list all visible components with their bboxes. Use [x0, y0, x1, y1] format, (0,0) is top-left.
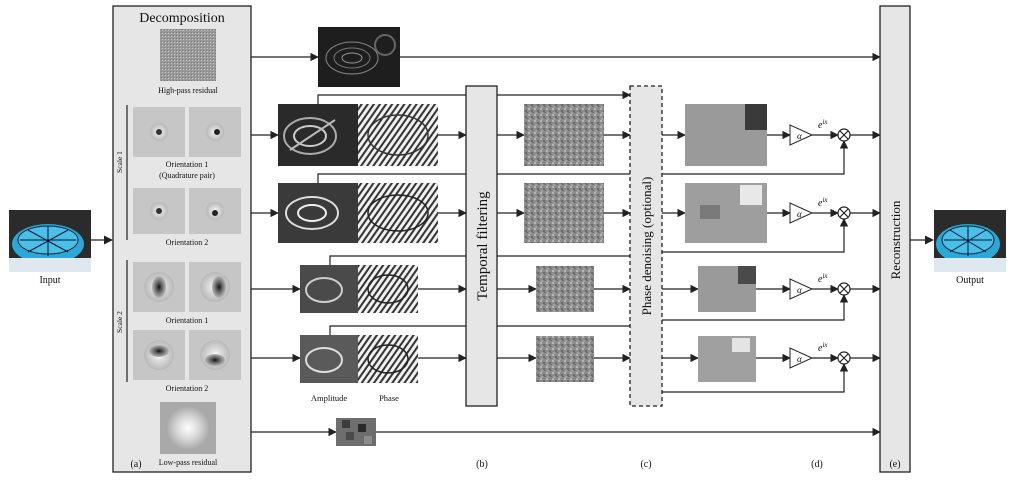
row1-exp-power: ix: [822, 118, 828, 126]
section-label-d: (d): [811, 459, 823, 470]
section-label-b: (b): [476, 459, 488, 470]
row4-exp: eix: [818, 341, 828, 354]
row4-denoised-image: [698, 336, 756, 382]
row3-exp-base: e: [818, 274, 823, 285]
row1-filtered-phase-image: [524, 104, 604, 166]
row1-alpha-amplifier: [789, 124, 814, 146]
decomposition-title: Decomposition: [139, 11, 225, 26]
s1-orient2-filter-pair: [133, 188, 241, 234]
row2-exp-base: e: [818, 198, 823, 209]
output-image: [934, 210, 1006, 272]
row3-alpha: α: [797, 285, 802, 295]
row4-exp-power: ix: [822, 341, 828, 349]
decomposition-panel: [112, 5, 252, 473]
row2-denoised-image: [685, 183, 767, 243]
row4-amp-to-mult: [630, 363, 849, 393]
section-label-a: (a): [130, 459, 141, 470]
lowpass-image: [336, 418, 376, 446]
row2-bypass: [317, 173, 630, 183]
high-pass-residual-label: High-pass residual: [158, 86, 219, 95]
section-label-c: (c): [640, 459, 651, 470]
scale2-label: Scale 2: [115, 311, 124, 333]
row2-exp: eix: [818, 196, 828, 209]
row4-filtered-phase-image: [536, 336, 594, 382]
s1-orient1-label: Orientation 1: [166, 160, 208, 169]
s2-orient2-label: Orientation 2: [166, 384, 208, 393]
row1-exp-base: e: [818, 120, 823, 131]
row4-alpha-amplifier: [789, 347, 814, 369]
phase-label: Phase: [379, 393, 399, 403]
row3-phase-image: [358, 265, 418, 313]
s1-orient1-filter-pair: [133, 107, 241, 157]
row3-amplitude-image: [300, 265, 358, 313]
row3-exp-power: ix: [822, 272, 828, 280]
low-pass-residual-label: Low-pass residual: [159, 458, 218, 467]
row2-amplitude-image: [278, 183, 358, 243]
reconstruction-label: Reconstruction: [888, 200, 903, 279]
row2-exp-power: ix: [822, 196, 828, 204]
row2-multiply-node: [837, 206, 851, 220]
row2-alpha: α: [797, 209, 802, 219]
row3-multiply-node: [837, 282, 851, 296]
row4-multiply-node: [837, 351, 851, 365]
s2-orient1-filter-pair: [133, 262, 241, 312]
row1-bypass: [317, 90, 631, 104]
row2-phase-image: [358, 183, 438, 243]
output-label: Output: [956, 275, 984, 286]
temporal-filtering-label: Temporal filtering: [475, 191, 491, 301]
temporal-filtering-box: [465, 85, 498, 407]
row1-denoised-image: [685, 104, 767, 166]
row4-exp-base: e: [818, 343, 823, 354]
row2-amp-to-mult: [630, 218, 849, 253]
phase-denoising-label: Phase denoising (optional): [639, 177, 654, 316]
scale1-label: Scale 1: [115, 151, 124, 173]
row3-denoised-image: [698, 266, 756, 312]
highpass-image: [318, 27, 400, 87]
row1-phase-image: [358, 104, 438, 166]
s1-orient2-label: Orientation 2: [166, 238, 208, 247]
input-image: [9, 210, 91, 272]
low-pass-residual-image: [160, 402, 216, 454]
row4-alpha: α: [797, 354, 802, 364]
row1-multiply-node: [837, 128, 851, 142]
s1-orient1-sub: (Quadrature pair): [159, 171, 215, 180]
s2-orient1-label: Orientation 1: [166, 316, 208, 325]
phase-denoising-box: [629, 85, 663, 407]
input-label: Input: [39, 275, 60, 286]
row4-phase-image: [358, 335, 418, 383]
row2-alpha-amplifier: [789, 202, 814, 224]
row3-filtered-phase-image: [536, 266, 594, 312]
row2-filtered-phase-image: [524, 183, 604, 243]
row3-exp: eix: [818, 272, 828, 285]
high-pass-residual-image: [160, 29, 216, 81]
reconstruction-box: [879, 5, 911, 473]
row4-amplitude-image: [300, 335, 358, 383]
row3-amp-to-mult: [630, 294, 849, 321]
row1-alpha: α: [797, 131, 802, 141]
row1-exp: eix: [818, 118, 828, 131]
row1-amp-to-mult: [630, 140, 849, 175]
amplitude-label: Amplitude: [311, 393, 348, 403]
row4-bypass: [329, 325, 630, 335]
section-label-e: (e): [889, 459, 900, 470]
row3-alpha-amplifier: [789, 278, 814, 300]
row3-bypass: [329, 255, 630, 265]
s2-orient2-filter-pair: [133, 330, 241, 380]
row1-amplitude-image: [278, 104, 358, 166]
